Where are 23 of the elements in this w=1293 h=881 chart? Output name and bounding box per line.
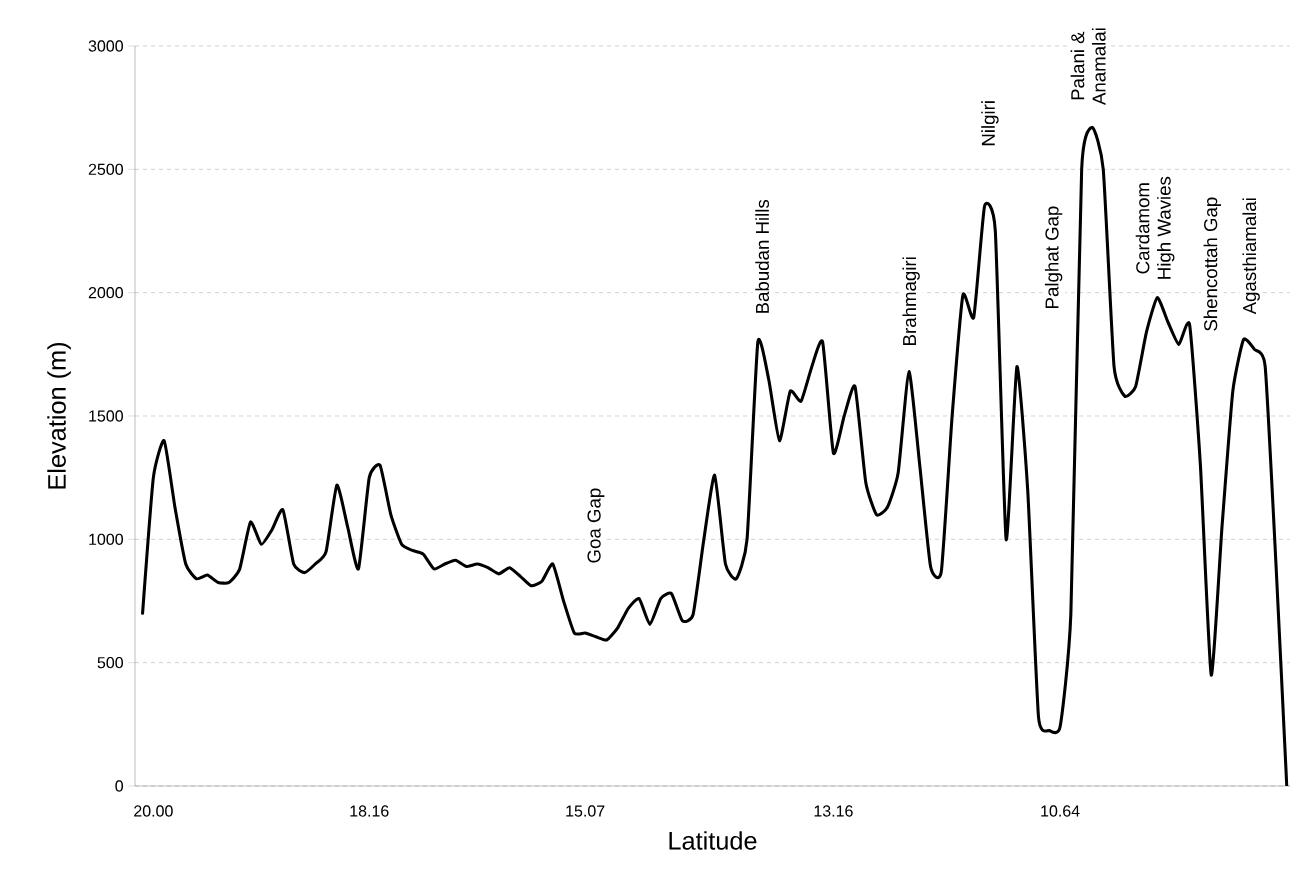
x-tick-label: 10.64 bbox=[1041, 805, 1080, 817]
y-tick-label: 500 bbox=[97, 657, 124, 669]
annotation: Palani & Anamalai bbox=[1070, 28, 1106, 105]
annotation: Babudan Hills bbox=[755, 199, 770, 313]
y-tick-label: 2000 bbox=[88, 287, 123, 299]
y-tick-label: 1500 bbox=[89, 410, 123, 422]
y-tick-label: 1000 bbox=[89, 533, 123, 545]
annotation: Palghat Gap bbox=[1044, 206, 1063, 308]
x-tick-label: 18.16 bbox=[350, 805, 389, 817]
y-tick-label: 3000 bbox=[88, 40, 123, 52]
annotation: Brahmagiri bbox=[902, 257, 920, 345]
x-tick-label: 20.00 bbox=[134, 805, 173, 817]
annotation: Agasthiamalai bbox=[1242, 198, 1260, 315]
y-axis-title: Elevation (m) bbox=[47, 343, 71, 489]
y-tick-label: 0 bbox=[115, 780, 124, 792]
x-axis-title: Latitude bbox=[669, 831, 757, 850]
y-tick-label: 2500 bbox=[88, 163, 123, 175]
annotation: Shencottah Gap bbox=[1203, 197, 1221, 331]
x-tick-label: 15.07 bbox=[566, 805, 605, 817]
annotation: Cardamom High Wavies bbox=[1135, 176, 1175, 279]
annotation: Nilgiri bbox=[981, 101, 999, 146]
x-tick-label: 13.16 bbox=[814, 805, 853, 817]
annotation: Goa Gap bbox=[587, 488, 605, 563]
